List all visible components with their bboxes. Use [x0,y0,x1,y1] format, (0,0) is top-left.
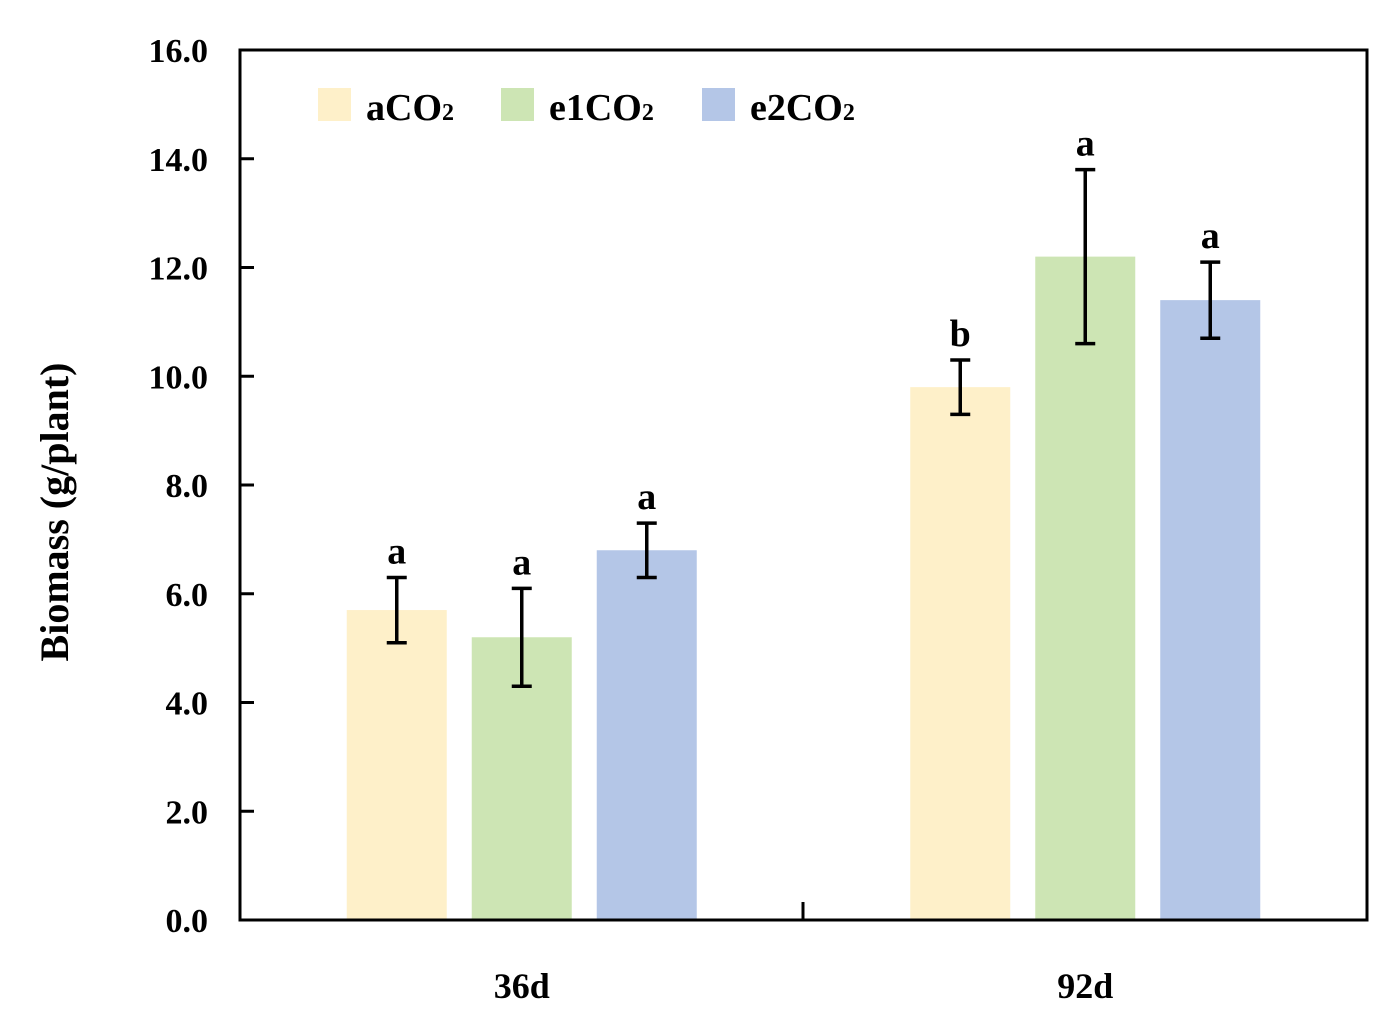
bars [346,256,1261,920]
bar-e2CO2-36d [596,550,697,920]
error-bar-aCO2-92d [950,358,971,417]
error-bar-e2CO2-36d [636,521,657,580]
y-tick-label: 16.0 [149,33,209,70]
y-tick-label: 12.0 [149,251,209,288]
y-tick-label: 2.0 [166,794,209,831]
bar-e1CO2-92d [1035,256,1136,920]
y-tick-label: 10.0 [149,359,209,396]
error-bars [386,167,1221,688]
significance-letters: a a a b a a [387,123,1220,584]
legend-item-e2CO2: e2CO2 [702,87,855,129]
legend-swatch-e2CO2 [702,88,735,121]
legend-swatch-aCO2 [318,88,351,121]
y-tick-label: 14.0 [149,142,209,179]
legend-swatch-e1CO2 [501,88,534,121]
significance-letter-e1CO2-36d: a [512,541,531,583]
y-axis-title: Biomass (g/plant) [32,363,77,662]
bar-aCO2-36d [346,610,447,920]
error-bar-aCO2-36d [386,575,407,645]
bar-aCO2-92d [910,387,1011,920]
x-category-label-92d: 92d [1057,966,1113,1006]
x-category-label-36d: 36d [494,966,550,1006]
significance-letter-e2CO2-36d: a [637,476,656,518]
significance-letter-e1CO2-92d: a [1076,123,1095,165]
legend-label-e2CO2: e2CO2 [750,87,855,129]
y-tick-label: 4.0 [166,686,209,723]
error-bar-e1CO2-92d [1075,167,1096,346]
y-tick-label: 6.0 [166,577,209,614]
significance-letter-aCO2-36d: a [387,530,406,572]
legend-item-aCO2: aCO2 [318,87,454,129]
x-axis-categories: 36d 92d [494,966,1114,1006]
legend: aCO2 e1CO2 e2CO2 [318,87,855,129]
error-bar-e1CO2-36d [511,586,532,688]
y-tick-label: 8.0 [166,468,209,505]
legend-item-e1CO2: e1CO2 [501,87,654,129]
error-bar-e2CO2-92d [1200,260,1221,340]
y-tick-label: 0.0 [166,903,209,940]
y-axis-title-text: Biomass (g/plant) [32,363,77,662]
y-axis-ticks: 0.0 2.0 4.0 6.0 8.0 10.0 12.0 14.0 16.0 [149,33,254,940]
legend-label-aCO2: aCO2 [366,87,454,129]
bar-e2CO2-92d [1160,300,1261,920]
significance-letter-aCO2-92d: b [950,313,971,355]
significance-letter-e2CO2-92d: a [1201,215,1220,257]
legend-label-e1CO2: e1CO2 [549,87,654,129]
